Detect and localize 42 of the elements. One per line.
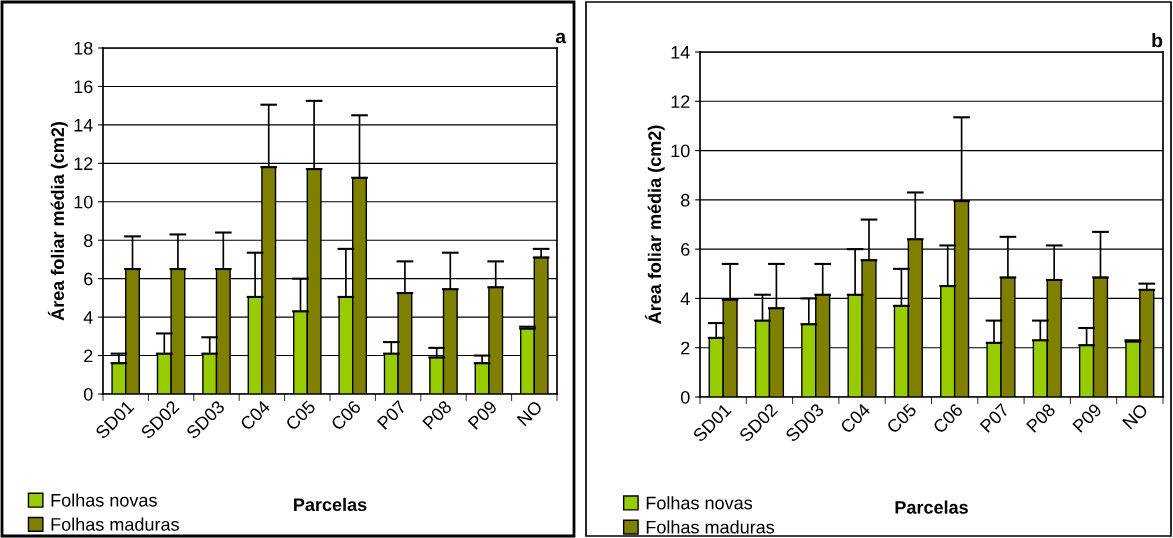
x-tick-label: P07 bbox=[376, 399, 407, 430]
y-tick-label: 4 bbox=[680, 292, 690, 305]
chart-title: b bbox=[1152, 33, 1163, 48]
x-tick-label: C04 bbox=[239, 399, 271, 432]
y-tick-label: 8 bbox=[84, 234, 93, 247]
y-tick-label: 14 bbox=[671, 46, 690, 59]
y-axis-title: Área foliar média (cm2) bbox=[644, 125, 665, 324]
y-tick-label: 4 bbox=[83, 311, 93, 324]
x-tick-label: C06 bbox=[932, 402, 964, 435]
y-axis-title: Área foliar média (cm2) bbox=[47, 122, 68, 321]
x-tick-label: NO bbox=[1122, 402, 1149, 430]
y-tick-label: 14 bbox=[74, 119, 93, 132]
x-tick-label: C04 bbox=[839, 402, 872, 435]
y-tick-label: 8 bbox=[681, 193, 690, 207]
x-tick-label: P07 bbox=[979, 402, 1010, 433]
x-tick-label: C06 bbox=[330, 399, 362, 432]
legend-label: Folhas novas bbox=[646, 496, 753, 510]
x-tick-label: P09 bbox=[1072, 402, 1103, 433]
legend-label: Folhas novas bbox=[51, 493, 157, 507]
x-tick-label: C05 bbox=[885, 402, 918, 435]
y-tick-label: 10 bbox=[74, 195, 93, 209]
y-tick-label: 0 bbox=[680, 390, 690, 404]
x-axis-title: Parcelas bbox=[895, 500, 968, 514]
x-tick-label: C05 bbox=[284, 399, 317, 432]
y-tick-label: 0 bbox=[83, 387, 93, 401]
y-tick-label: 2 bbox=[84, 349, 93, 363]
y-tick-label: 12 bbox=[74, 157, 93, 170]
y-tick-label: 2 bbox=[681, 341, 690, 355]
chart-title: a bbox=[555, 32, 567, 44]
x-tick-label: P08 bbox=[422, 399, 453, 430]
legend-label: Folhas maduras bbox=[646, 520, 775, 534]
x-axis-title: Parcelas bbox=[294, 497, 367, 512]
x-tick-label: P09 bbox=[467, 399, 498, 430]
x-tick-label: NO bbox=[516, 399, 544, 427]
y-tick-label: 6 bbox=[681, 243, 690, 256]
y-tick-label: 10 bbox=[671, 144, 690, 158]
y-tick-label: 6 bbox=[84, 272, 93, 286]
legend-label: Folhas maduras bbox=[51, 517, 179, 531]
y-tick-label: 16 bbox=[74, 80, 93, 94]
x-tick-label: P08 bbox=[1025, 402, 1057, 433]
y-tick-label: 12 bbox=[671, 95, 690, 108]
y-tick-label: 18 bbox=[74, 41, 93, 55]
